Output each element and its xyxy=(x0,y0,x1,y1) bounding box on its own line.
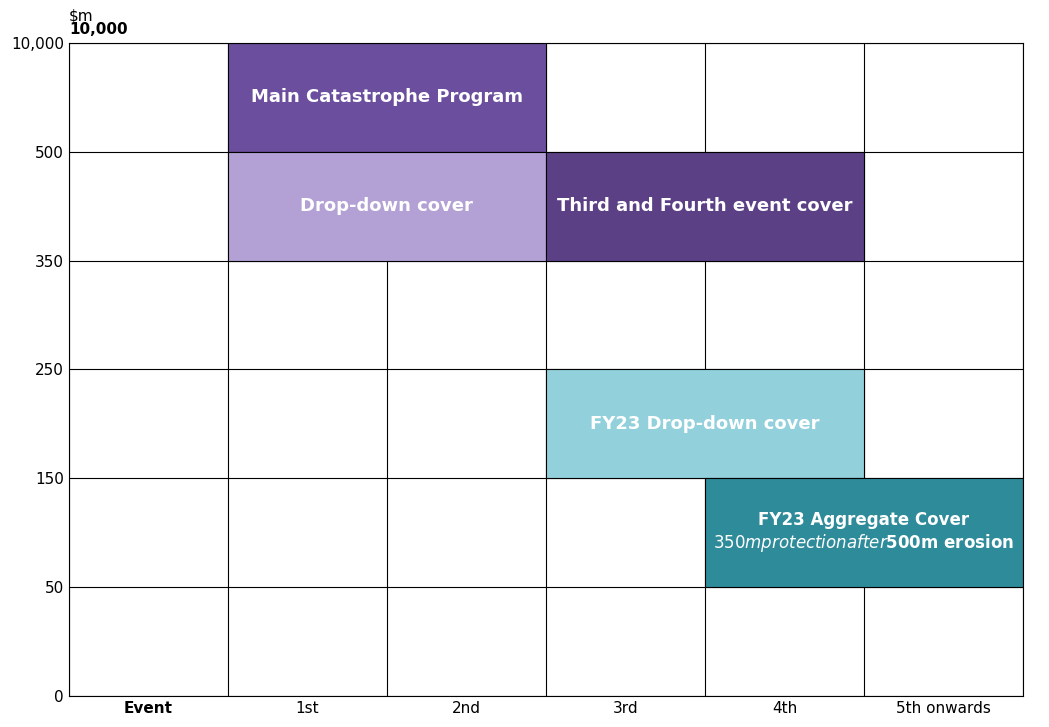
Bar xyxy=(228,152,545,260)
Text: Drop-down cover: Drop-down cover xyxy=(300,197,473,215)
Bar xyxy=(545,369,864,478)
Text: Third and Fourth event cover: Third and Fourth event cover xyxy=(557,197,853,215)
Bar xyxy=(545,152,864,260)
Bar xyxy=(705,478,1023,587)
Text: FY23 Drop-down cover: FY23 Drop-down cover xyxy=(591,415,819,433)
Text: FY23 Aggregate Cover
$350m protection after $500m erosion: FY23 Aggregate Cover $350m protection af… xyxy=(713,511,1014,555)
Text: $m: $m xyxy=(69,8,93,23)
Bar xyxy=(228,43,545,152)
Text: Main Catastrophe Program: Main Catastrophe Program xyxy=(251,89,523,106)
Text: 10,000: 10,000 xyxy=(69,23,128,38)
